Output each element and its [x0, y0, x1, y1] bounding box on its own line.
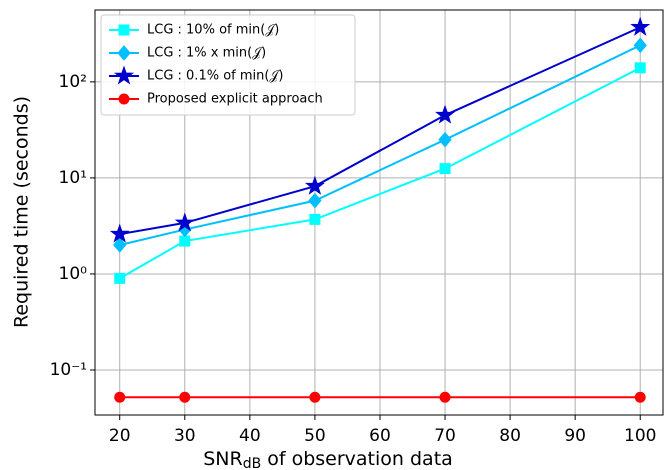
y-tick-label: 10⁰ [59, 264, 88, 284]
y-tick-label: 10⁻¹ [50, 360, 87, 380]
y-tick-label: 10¹ [59, 168, 87, 188]
x-axis-label: SNRdB of observation data [203, 448, 453, 470]
legend-label: LCG : 1% x min(𝒥) [147, 46, 266, 61]
legend-marker [113, 65, 135, 85]
marker [113, 237, 127, 253]
x-tick-label: 50 [304, 426, 326, 446]
marker [630, 16, 651, 36]
x-tick-label: 90 [564, 426, 586, 446]
plot-frame [94, 9, 664, 416]
legend-label: Proposed explicit approach [147, 92, 323, 107]
x-tick-label: 60 [369, 426, 391, 446]
x-tick-label: 100 [624, 426, 656, 446]
x-label-sub: dB [243, 456, 262, 470]
marker [114, 391, 126, 403]
x-tick-label: 40 [239, 426, 261, 446]
legend-marker [117, 45, 131, 61]
marker [633, 37, 647, 54]
marker [439, 391, 451, 403]
marker [109, 223, 130, 243]
marker [634, 391, 646, 403]
marker [309, 391, 321, 403]
marker [438, 131, 452, 148]
marker [174, 212, 195, 232]
x-tick-label: 20 [109, 426, 131, 446]
x-label-part: of observation data [261, 448, 453, 470]
marker [435, 104, 456, 124]
legend-marker [118, 24, 130, 36]
y-axis-label: Required time (seconds) [11, 96, 33, 328]
marker [439, 163, 451, 175]
marker [179, 391, 191, 403]
legend-marker [118, 93, 130, 105]
marker [634, 62, 646, 74]
marker [304, 175, 325, 195]
legend-label: LCG : 0.1% of min(𝒥) [147, 69, 284, 84]
legend: LCG : 10% of min(𝒥) LCG : 1% x min(𝒥) LCG … [100, 14, 356, 116]
x-tick-label: 70 [434, 426, 456, 446]
y-tick-label: 10² [59, 72, 87, 92]
legend-box [100, 14, 356, 116]
marker [114, 272, 126, 284]
x-tick-label: 30 [174, 426, 196, 446]
marker [179, 235, 191, 247]
marker [308, 192, 322, 209]
legend-label: LCG : 10% of min(𝒥) [147, 23, 279, 38]
x-label-part: SNR [203, 448, 242, 470]
marker [309, 213, 321, 225]
x-tick-label: 80 [499, 426, 521, 446]
